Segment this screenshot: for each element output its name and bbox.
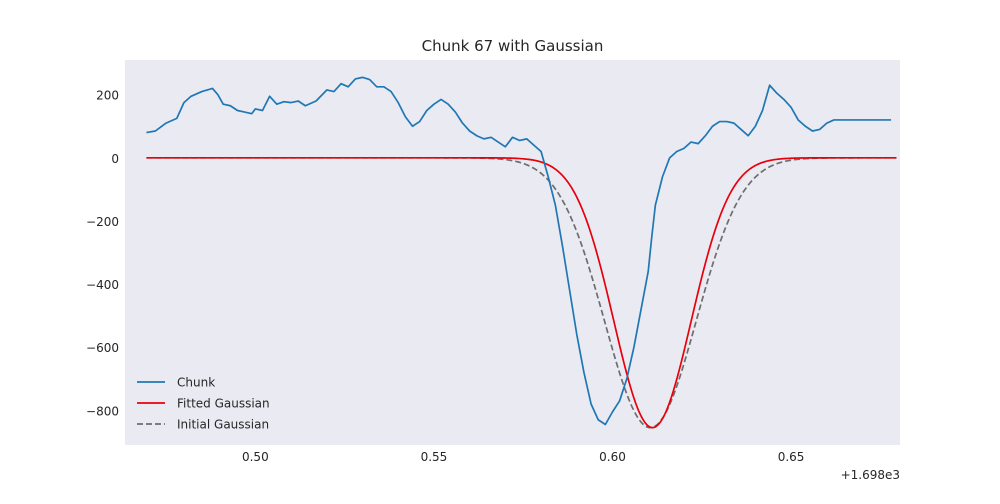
y-tick-label: −800 — [86, 404, 119, 418]
y-axis-ticks: 200 0 −200 −400 −600 −800 — [86, 89, 119, 419]
x-axis-offset-label: +1.698e3 — [841, 468, 900, 482]
chart-title: Chunk 67 with Gaussian — [422, 37, 604, 55]
legend-label: Fitted Gaussian — [177, 397, 270, 411]
series-layer — [146, 76, 897, 429]
series-line-chunk — [146, 76, 892, 426]
x-tick-label: 0.60 — [599, 450, 626, 464]
series-line-initial-gaussian — [146, 156, 897, 429]
series-line-fitted-gaussian — [146, 156, 897, 429]
y-tick-label: −600 — [86, 341, 119, 355]
x-axis-ticks: 0.50 0.55 0.60 0.65 — [242, 450, 804, 464]
y-tick-label: −200 — [86, 215, 119, 229]
x-tick-label: 0.55 — [421, 450, 448, 464]
y-tick-label: 0 — [111, 152, 119, 166]
legend-label: Chunk — [177, 376, 215, 390]
plot-area — [125, 60, 900, 445]
y-tick-label: 200 — [96, 89, 119, 103]
x-tick-label: 0.65 — [778, 450, 805, 464]
legend-label: Initial Gaussian — [177, 418, 269, 432]
y-tick-label: −400 — [86, 278, 119, 292]
legend: Chunk Fitted Gaussian Initial Gaussian — [137, 376, 270, 432]
x-tick-label: 0.50 — [242, 450, 269, 464]
